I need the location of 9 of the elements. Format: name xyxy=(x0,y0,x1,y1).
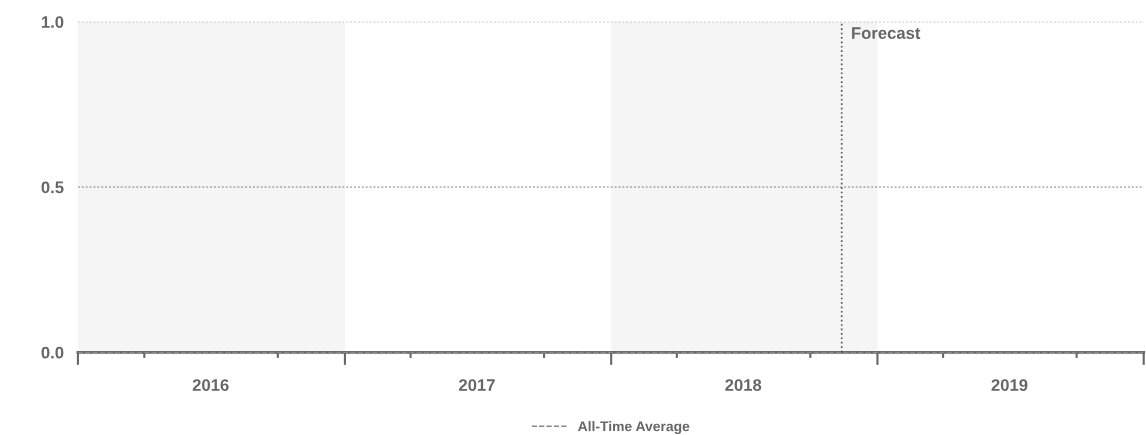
y-tick-label: 0.0 xyxy=(41,346,64,359)
legend-label: All-Time Average xyxy=(577,421,690,435)
x-tick-label: 2018 xyxy=(725,379,762,391)
x-tick-label: 2019 xyxy=(991,379,1028,391)
x-tick-label: 2016 xyxy=(192,379,229,391)
ref-line-label: Forecast xyxy=(852,27,921,39)
y-tick-label: 1.0 xyxy=(41,16,64,28)
x-tick-label: 2017 xyxy=(459,379,495,391)
y-tick-label: 0.5 xyxy=(41,181,64,194)
